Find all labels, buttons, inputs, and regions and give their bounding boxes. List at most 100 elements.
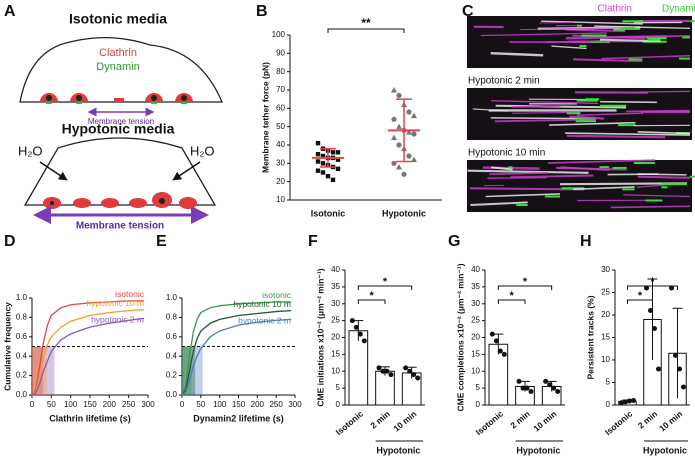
x-tick-label: Isotonic: [334, 408, 366, 437]
y-axis-label: CME completions x10⁻² (μm⁻² min⁻¹): [455, 263, 465, 411]
kymograph-streak: [470, 201, 528, 206]
series-line: [31, 317, 145, 396]
data-point: [406, 109, 412, 115]
group-label: Hypotonic: [643, 445, 687, 455]
y-tick-label: 70: [276, 85, 285, 94]
diagram-title: Hypotonic media: [62, 121, 175, 137]
x-tick-label: 150: [83, 400, 97, 409]
data-point: [411, 156, 417, 163]
y-tick-label: 0.2: [166, 371, 178, 380]
y-tick-label: 15: [331, 349, 340, 358]
series-line: [181, 301, 292, 396]
kymograph-streak: [636, 184, 668, 188]
kymograph-label: Hypotonic 10 min: [468, 148, 545, 159]
kymograph-streak: [637, 130, 691, 135]
kymograph-streak: [490, 166, 513, 171]
x-tick-label: 0: [180, 400, 185, 409]
kymograph-streak: [485, 193, 561, 198]
label-clathrin: Clathrin: [99, 47, 137, 59]
kymograph-streak: [494, 118, 596, 123]
significance-label: *: [638, 290, 643, 302]
kymograph-label: Hypotonic 2 min: [468, 76, 540, 87]
data-point: [388, 372, 394, 378]
kymograph-streak: [610, 205, 691, 209]
significance-label: *: [523, 276, 528, 288]
kymograph-streak: [639, 90, 691, 93]
data-point: [673, 353, 678, 358]
y-tick-label: 1.0: [166, 293, 178, 302]
series-line: [31, 308, 145, 396]
data-point: [335, 166, 341, 172]
data-point: [619, 400, 624, 406]
data-point: [391, 134, 397, 141]
y-tick-label: 90: [276, 48, 285, 57]
legend-entry: Clathrin: [598, 4, 632, 15]
panel-letter: C: [462, 3, 474, 20]
x-tick-label: 200: [103, 400, 117, 409]
kymograph-streak: [511, 105, 561, 108]
kymograph-streak: [599, 38, 661, 43]
data-point: [406, 153, 412, 159]
kymograph-streak: [551, 45, 587, 50]
y-tick-label: 20: [601, 310, 610, 319]
series-label: isotonic: [115, 289, 145, 299]
data-point: [656, 366, 661, 372]
y-tick-label: 40: [331, 265, 340, 274]
data-point: [391, 87, 397, 93]
y-tick-label: 30: [471, 299, 480, 308]
median-shade: [32, 346, 43, 395]
significance-bracket: [357, 299, 386, 304]
kymograph-streak: [573, 58, 643, 63]
x-tick-label: 0: [30, 400, 35, 409]
kymograph-streak: [472, 108, 509, 112]
kymograph-streak: [560, 166, 610, 171]
kymograph-streak: [491, 99, 599, 105]
data-point: [391, 116, 397, 122]
data-point: [396, 164, 402, 170]
data-point: [681, 384, 686, 390]
significance-label: *: [370, 290, 375, 302]
y-tick-label: 0: [606, 400, 611, 409]
kymograph-streak: [600, 100, 657, 104]
significance-bracket: [627, 285, 678, 290]
data-point: [353, 324, 359, 330]
kymograph-streak: [488, 171, 549, 176]
x-tick-label: 10 min: [657, 409, 684, 434]
significance-label: *: [650, 276, 655, 288]
label-water: H₂O: [18, 143, 43, 158]
y-tick-label: 5: [476, 383, 481, 392]
y-tick-label: 10: [331, 366, 340, 375]
cell-outline: [19, 37, 223, 103]
data-point: [335, 157, 341, 162]
x-axis-label: Clathrin lifetime (s): [49, 413, 131, 423]
data-point: [396, 92, 402, 99]
y-tick-label: 35: [331, 282, 340, 291]
data-point: [407, 368, 413, 374]
series-line: [181, 318, 292, 396]
y-tick-label: 0: [476, 400, 481, 409]
kymograph-streak: [541, 20, 643, 25]
kymograph-streak: [549, 121, 636, 126]
y-axis-label: Persistent tracks (%): [585, 295, 595, 379]
kymograph-streak: [637, 173, 687, 176]
kymograph-streak: [520, 27, 636, 31]
data-point: [528, 389, 534, 394]
legend-entry: Dynamin: [662, 4, 695, 15]
data-point: [315, 151, 321, 157]
significance-bracket: [627, 299, 653, 304]
y-tick-label: 0.8: [16, 313, 28, 322]
x-tick-label: Isotonic: [474, 408, 506, 437]
y-tick-label: 20: [331, 333, 340, 342]
series-label: isotonic: [262, 290, 292, 300]
data-point: [489, 331, 495, 337]
data-point: [520, 385, 526, 391]
data-point: [652, 326, 657, 331]
significance-bracket: [357, 285, 413, 290]
panel-letter: D: [4, 233, 16, 250]
kymograph-streak: [594, 25, 691, 29]
y-tick-label: 25: [601, 288, 610, 297]
series-line: [181, 309, 292, 396]
data-point: [315, 168, 321, 173]
label-dynamin: Dynamin: [96, 61, 139, 73]
